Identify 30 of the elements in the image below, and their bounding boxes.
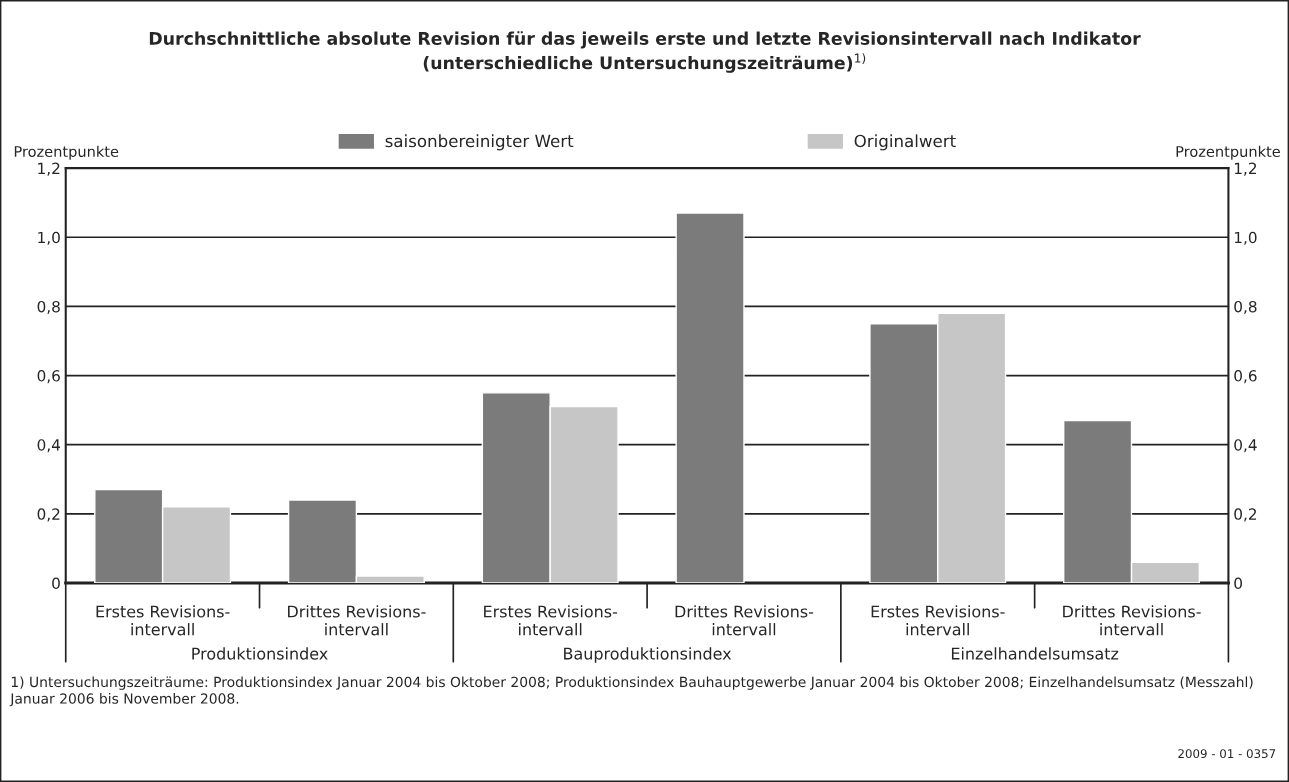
y-tick-label: 0,8 — [37, 300, 60, 314]
text: Einzelhandelsumsatz — [951, 647, 1119, 660]
y-tick-label: 0,2 — [37, 508, 60, 522]
x-tick-label: Drittes Revisions- intervall — [1063, 605, 1201, 636]
y2-axis-title: Prozentpunkte — [1176, 145, 1280, 160]
y2-tick-label: 0 — [1234, 577, 1242, 589]
legend-label: saisonbereinigter Wert — [385, 134, 574, 151]
y-tick-label: 1,0 — [38, 231, 60, 245]
y-tick-label: 0,6 — [37, 370, 60, 384]
y-tick-label: 0,4 — [37, 439, 61, 453]
x-tick-label: Drittes Revisions- intervall — [288, 605, 426, 636]
y2-tick-label: 0,2 — [1234, 508, 1257, 522]
y2-tick-label: 0,6 — [1234, 370, 1257, 384]
y-tick-label: 1,2 — [38, 162, 60, 176]
x-tick-label: Erstes Revisions- intervall — [484, 605, 618, 636]
x-tick-label: Drittes Revisions- intervall — [675, 605, 814, 636]
text: 2009 - 01 - 0357 — [1178, 749, 1276, 759]
x-tick-label: Erstes Revisions- intervall — [871, 605, 1005, 636]
text: 1) Untersuchungszeiträume: Produktionsindex Januar 2004 bis Oktober 2008; Produktionsindex Bauhauptgewerbe Januar 2004 bis Oktober 2008; Einzelhandelsumsatz (Messzahl) Januar 2006 bis November 2008. — [9, 676, 1253, 707]
y2-tick-label: 1,0 — [1234, 231, 1257, 245]
y2-tick-label: 1,2 — [1234, 162, 1257, 176]
x-tick-label: Erstes Revisions- intervall — [96, 605, 230, 636]
y-tick-label: 0 — [52, 577, 60, 589]
y-axis-title: Prozentpunkte — [14, 145, 119, 160]
legend-label: Originalwert — [854, 134, 956, 151]
chart-title: Durchschnittliche absolute Revision für das jeweils erste und letzte Revisionsintervall nach Indikator (unterschiedliche Untersuchungszeiträume)$^{1)}$ — [149, 31, 1141, 73]
text: Bauproduktionsindex — [564, 647, 732, 663]
y2-tick-label: 0,4 — [1234, 439, 1257, 453]
text: Produktionsindex — [192, 647, 328, 660]
y2-tick-label: 0,8 — [1234, 300, 1257, 314]
